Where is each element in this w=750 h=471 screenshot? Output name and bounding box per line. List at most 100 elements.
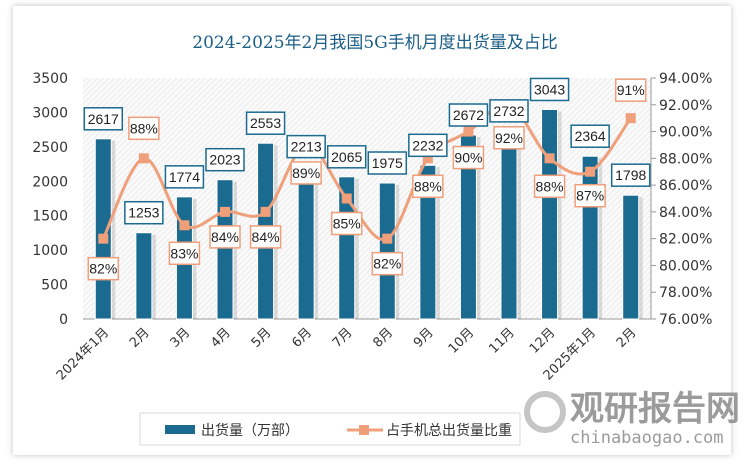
left-tick-label: 500	[41, 278, 68, 294]
bar	[378, 182, 396, 320]
share-value-label-box	[168, 241, 201, 266]
line-marker	[422, 153, 433, 164]
bar-value-label-box	[408, 133, 448, 158]
bar	[541, 108, 559, 320]
bar	[419, 164, 437, 320]
share-value-label-box	[371, 251, 404, 276]
right-tick-label: 88.00%	[659, 151, 712, 167]
bar-value-label: 2732	[493, 103, 524, 119]
share-value-label-box	[128, 116, 160, 141]
bar-value-label: 2232	[412, 137, 443, 153]
line-marker	[544, 153, 555, 164]
share-value-label: 82%	[89, 261, 117, 277]
right-tick-label: 80.00%	[659, 258, 712, 274]
bar	[135, 232, 153, 320]
legend: 出货量（万部） 占手机总出货量比重	[139, 412, 521, 446]
right-tick-label: 76.00%	[659, 312, 712, 328]
line-marker	[220, 206, 230, 217]
watermark: 观研报告网 chinabaogao.com	[524, 389, 740, 448]
share-value-label-box	[249, 225, 282, 249]
bar-value-label: 1253	[128, 205, 159, 221]
bar-value-label: 2023	[209, 152, 240, 168]
bar	[500, 130, 518, 320]
right-tick-label: 84.00%	[659, 205, 712, 221]
legend-line-marker	[359, 425, 369, 435]
right-tick-label: 94.00%	[659, 71, 712, 87]
x-tick-label: 9月	[411, 325, 437, 351]
share-value-label: 87%	[576, 188, 604, 204]
right-tick-label: 92.00%	[659, 98, 712, 114]
watermark-name: 观研报告网	[570, 389, 740, 429]
share-value-label: 82%	[373, 256, 401, 272]
bar-value-label-box	[367, 151, 408, 175]
left-tick-label: 2000	[32, 174, 68, 190]
left-tick-label: 3000	[32, 105, 68, 121]
line-marker	[179, 220, 190, 231]
right-tick-label: 78.00%	[659, 285, 712, 301]
share-value-label: 85%	[333, 216, 361, 232]
line-marker	[138, 153, 149, 164]
x-tick-label: 3月	[168, 325, 194, 351]
bar	[216, 179, 234, 320]
x-tick-label: 2月	[127, 325, 153, 351]
right-tick-label: 82.00%	[659, 232, 712, 248]
bar-value-label-box	[489, 99, 529, 123]
bar	[297, 166, 315, 320]
x-tick-label: 2月	[614, 325, 640, 351]
right-tick-label: 90.00%	[659, 125, 712, 141]
share-value-label-box	[412, 174, 444, 199]
bar-value-label-box	[286, 134, 326, 159]
chart-title: 2024-2025年2月我国5G手机月度出货量及占比	[192, 33, 557, 53]
share-value-label: 88%	[414, 178, 442, 194]
bar-value-label-box	[83, 107, 124, 131]
share-value-label-box	[209, 225, 241, 249]
left-tick-label: 1000	[32, 243, 68, 259]
share-value-label: 90%	[454, 150, 482, 166]
legend-bar-swatch	[165, 425, 195, 434]
bar-value-label-box	[245, 111, 286, 135]
bar-value-label: 3043	[534, 81, 565, 97]
x-tick-label: 4月	[208, 325, 234, 351]
legend-line-label: 占手机总出货量比重	[386, 422, 512, 439]
line-marker	[260, 206, 271, 217]
left-tick-label: 1500	[32, 209, 68, 225]
share-value-label: 84%	[211, 229, 239, 245]
share-value-label: 92%	[495, 130, 523, 146]
line-marker	[463, 126, 474, 137]
share-value-label-box	[493, 126, 525, 150]
bar-value-label-box	[205, 147, 245, 172]
x-tick-label: 2024年1月	[54, 325, 112, 383]
line-marker	[341, 193, 352, 204]
line-marker	[585, 166, 596, 177]
bar-value-label-box	[570, 124, 610, 148]
share-value-label: 88%	[130, 120, 158, 136]
x-tick-label: 10月	[446, 325, 477, 356]
share-value-label: 83%	[170, 245, 198, 261]
bar-value-label: 1975	[372, 155, 403, 171]
share-value-label-box	[87, 256, 120, 281]
share-value-label: 91%	[617, 82, 645, 98]
watermark-logo-icon	[524, 391, 566, 433]
x-tick-label: 5月	[249, 325, 275, 351]
bar-value-label: 2065	[331, 149, 362, 165]
bar-value-label: 2553	[250, 115, 281, 131]
bar-value-label: 2617	[88, 111, 119, 127]
bar-value-label: 2364	[575, 128, 606, 144]
bar-value-label-box	[529, 77, 570, 102]
legend-bar-label: 出货量（万部）	[201, 422, 299, 439]
share-value-label-box	[574, 183, 606, 208]
bar-value-label-box	[610, 163, 651, 187]
bar	[581, 155, 599, 320]
line-marker	[625, 113, 636, 124]
right-tick-label: 86.00%	[659, 178, 712, 194]
share-value-label-box	[614, 78, 647, 102]
watermark-url: chinabaogao.com	[570, 428, 724, 448]
line-marker	[98, 233, 109, 244]
bar-value-label: 2672	[453, 107, 484, 123]
bar-value-label: 2213	[291, 139, 322, 155]
share-value-label: 84%	[252, 229, 280, 245]
x-tick-label: 7月	[330, 325, 356, 351]
share-value-label-box	[290, 161, 322, 185]
left-tick-label: 3500	[32, 71, 68, 87]
